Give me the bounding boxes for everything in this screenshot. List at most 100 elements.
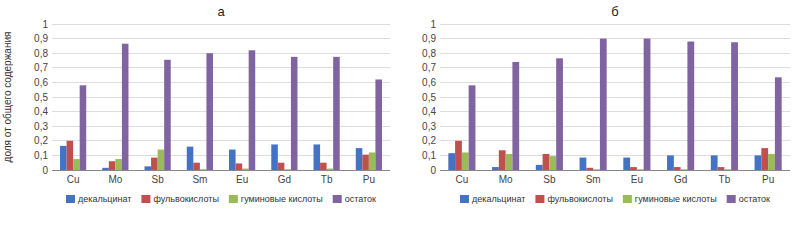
bar <box>580 158 587 170</box>
bar <box>271 144 278 170</box>
bar <box>369 152 376 170</box>
bars <box>60 44 382 170</box>
bar <box>333 57 340 170</box>
bar <box>536 165 543 170</box>
legend-swatch <box>535 195 544 203</box>
bar <box>362 155 369 170</box>
bar <box>60 146 67 170</box>
bar <box>164 60 171 170</box>
bar <box>193 163 200 170</box>
y-tick-label: 0,7 <box>422 62 436 73</box>
bar <box>151 158 158 170</box>
bar <box>644 39 651 170</box>
x-tick-label: Gd <box>278 174 291 185</box>
legend-swatch <box>66 195 75 203</box>
y-tick-label: 0,3 <box>422 121 436 132</box>
bar <box>206 53 213 170</box>
y-tick-label: 0,4 <box>34 106 48 117</box>
x-tick-label: Tb <box>321 174 333 185</box>
y-tick-label: 0,6 <box>422 77 436 88</box>
legend-label: фульвокислоты <box>153 194 218 204</box>
bar <box>600 39 607 170</box>
bar <box>667 155 674 170</box>
bar <box>356 148 363 170</box>
bar <box>236 163 243 170</box>
grid-line <box>52 170 390 171</box>
bar <box>462 152 469 170</box>
x-tick-label: Gd <box>674 174 687 185</box>
x-tick-label: Tb <box>719 174 731 185</box>
y-tick-label: 0,1 <box>34 150 48 161</box>
x-tick-label: Sm <box>192 174 207 185</box>
bar <box>291 57 298 170</box>
legend-label: гуминовые кислоты <box>241 194 323 204</box>
bar <box>109 161 116 170</box>
x-tick-label: Sb <box>543 174 556 185</box>
bar <box>158 150 165 170</box>
y-tick-label: 0 <box>42 165 48 176</box>
chart-title: а <box>217 4 225 19</box>
legend-label: декальцинат <box>472 194 525 204</box>
bar <box>761 148 768 170</box>
x-tick-label: Cu <box>455 174 468 185</box>
bar <box>314 144 321 170</box>
x-tick-label: Cu <box>67 174 80 185</box>
y-tick-label: 0,4 <box>422 106 436 117</box>
chart-title: б <box>611 4 618 19</box>
bar <box>768 154 775 170</box>
bar <box>375 79 382 170</box>
chart-figure: а 0 0,1 0,2 0,3 0,4 0,5 0,6 0,7 0,8 0,9 1 доля от об… <box>0 0 800 225</box>
y-tick-label: 0,8 <box>422 48 436 59</box>
x-axis-line <box>440 170 790 171</box>
bar <box>711 155 718 170</box>
legend-swatch <box>141 195 150 203</box>
x-tick-label: Pu <box>762 174 774 185</box>
bar <box>448 153 455 170</box>
bar <box>67 141 74 170</box>
bar <box>249 50 256 170</box>
y-tick-label: 0,8 <box>34 48 48 59</box>
legend-swatch <box>727 195 736 203</box>
bar <box>731 42 738 170</box>
x-tick-label: Mo <box>108 174 122 185</box>
grid-line <box>52 24 390 25</box>
y-tick-label: 1 <box>42 19 48 30</box>
y-tick-label: 0,2 <box>422 135 436 146</box>
grid-line <box>52 53 390 54</box>
bar <box>320 163 327 170</box>
x-axis-line <box>52 170 390 171</box>
y-tick-label: 0,2 <box>34 135 48 146</box>
bars <box>448 39 781 170</box>
bar <box>623 158 630 170</box>
legend: декальцинатфульвокислотыгуминовые кислот… <box>460 194 770 204</box>
y-tick-label: 0,7 <box>34 62 48 73</box>
legend-swatch <box>460 195 469 203</box>
chart-panel: а 0 0,1 0,2 0,3 0,4 0,5 0,6 0,7 0,8 0,9 1 доля от об… <box>2 4 390 204</box>
x-tick-label: Eu <box>236 174 248 185</box>
y-tick-label: 0,9 <box>422 33 436 44</box>
bar <box>512 62 519 170</box>
bar <box>775 77 782 170</box>
legend: декальцинатфульвокислотыгуминовые кислот… <box>66 194 376 204</box>
y-tick-label: 0,6 <box>34 77 48 88</box>
bar <box>145 166 152 170</box>
y-axis-label: доля от общего содержания <box>2 32 13 163</box>
y-tick-label: 0,5 <box>34 92 48 103</box>
x-tick-label: Sb <box>152 174 165 185</box>
bar <box>506 154 513 170</box>
y-tick-label: 0,9 <box>34 33 48 44</box>
legend-swatch <box>623 195 632 203</box>
legend-label: остаток <box>345 194 376 204</box>
bar <box>229 150 236 170</box>
bar <box>278 163 285 170</box>
legend-label: остаток <box>739 194 770 204</box>
y-tick-label: 0,3 <box>34 121 48 132</box>
y-tick-label: 0 <box>430 165 436 176</box>
y-tick-label: 0,1 <box>422 150 436 161</box>
bar <box>73 159 80 170</box>
bar <box>556 58 563 170</box>
y-tick-label: 0,5 <box>422 92 436 103</box>
bar <box>543 154 550 170</box>
legend-swatch <box>333 195 342 203</box>
bar <box>755 155 762 170</box>
